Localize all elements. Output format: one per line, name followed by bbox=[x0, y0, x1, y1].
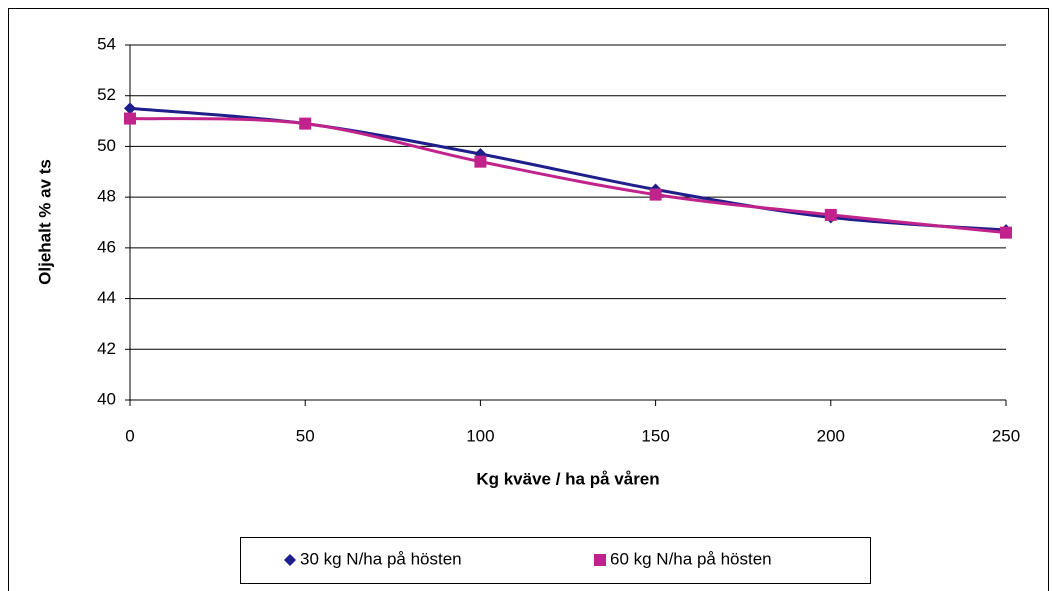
point bbox=[124, 102, 136, 115]
chart-frame bbox=[8, 8, 1049, 591]
legend-box bbox=[240, 537, 871, 584]
point bbox=[649, 188, 662, 201]
y-tick-label: 54 bbox=[97, 34, 116, 53]
legend-marker bbox=[594, 554, 606, 566]
y-tick-label: 48 bbox=[97, 187, 116, 206]
y-axis-label: Oljehalt % av ts bbox=[35, 159, 54, 285]
legend-label: 60 kg N/ha på hösten bbox=[610, 549, 772, 568]
y-tick-label: 42 bbox=[97, 339, 116, 358]
y-tick-label: 44 bbox=[97, 288, 116, 307]
trend-line bbox=[129, 106, 1007, 232]
legend-label: 30 kg N/ha på hösten bbox=[300, 549, 462, 568]
legend-marker bbox=[284, 554, 296, 566]
x-axis-label: Kg kväve / ha på våren bbox=[476, 469, 659, 488]
point bbox=[124, 112, 136, 125]
y-tick-label: 52 bbox=[97, 85, 116, 104]
y-tick-label: 40 bbox=[97, 389, 116, 408]
point bbox=[824, 208, 837, 221]
x-tick-label: 150 bbox=[641, 426, 669, 445]
trend-line bbox=[129, 117, 1007, 235]
x-tick-label: 50 bbox=[296, 426, 315, 445]
y-tick-label: 46 bbox=[97, 237, 116, 256]
point bbox=[299, 117, 312, 130]
point bbox=[1000, 226, 1012, 239]
point bbox=[474, 155, 487, 168]
y-tick-label: 50 bbox=[97, 136, 116, 155]
x-tick-label: 250 bbox=[992, 426, 1020, 445]
x-tick-label: 100 bbox=[466, 426, 494, 445]
x-tick-label: 0 bbox=[125, 426, 134, 445]
x-tick-label: 200 bbox=[817, 426, 845, 445]
